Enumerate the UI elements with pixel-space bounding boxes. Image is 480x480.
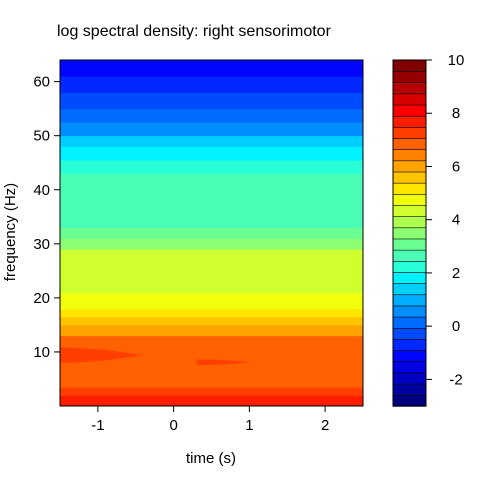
heatmap-band	[60, 92, 363, 110]
colorbar-level	[392, 271, 427, 284]
plot-border	[59, 59, 364, 407]
heatmap-band	[60, 249, 363, 293]
colorbar-level	[392, 238, 427, 251]
colorbar-level	[392, 215, 427, 229]
heatmap-lobe	[196, 359, 250, 365]
colorbar-border	[392, 59, 427, 407]
colorbar-level	[392, 171, 427, 184]
colorbar-level	[392, 305, 427, 318]
colorbar-level	[392, 137, 427, 150]
heatmap-band	[60, 316, 363, 326]
colorbar-level	[392, 182, 427, 195]
colorbar-axis: -2 0 2 4 6 8 10	[426, 52, 464, 388]
heatmap-lobe	[60, 347, 144, 363]
colorbar-tick-label: 2	[452, 265, 460, 282]
colorbar-level	[392, 282, 427, 296]
colorbar-tick-label: 0	[452, 318, 460, 335]
colorbar-level	[392, 126, 427, 139]
x-tick-label: 1	[245, 417, 253, 434]
colorbar-level	[392, 361, 427, 374]
colorbar-level	[392, 327, 427, 340]
heatmap-band	[60, 387, 363, 396]
colorbar-level	[392, 115, 427, 128]
colorbar-level	[392, 204, 427, 217]
heatmap-band	[60, 292, 363, 310]
x-tick-label: -1	[91, 417, 104, 434]
heatmap-band	[60, 160, 363, 175]
y-tick-label: 60	[33, 74, 50, 91]
colorbar-level	[392, 249, 427, 262]
heatmap-band	[60, 324, 363, 337]
colorbar-level	[392, 70, 427, 84]
x-axis: -1 0 1 2	[91, 406, 329, 434]
colorbar-level	[392, 349, 427, 363]
colorbar-level	[392, 394, 427, 407]
colorbar-level	[392, 82, 427, 95]
heatmap-band	[60, 146, 363, 161]
y-tick-label: 50	[33, 128, 50, 145]
colorbar-level	[392, 193, 427, 206]
y-axis-label: frequency (Hz)	[2, 183, 19, 281]
plot-area	[59, 59, 364, 407]
y-tick-label: 40	[33, 182, 50, 199]
y-tick-label: 20	[33, 290, 50, 307]
colorbar-level	[392, 316, 427, 329]
heatmap-band	[60, 108, 363, 123]
colorbar-level	[392, 260, 427, 273]
heatmap-band	[60, 122, 363, 137]
x-axis-label: time (s)	[186, 450, 236, 467]
heatmap-band	[60, 173, 363, 229]
colorbar-level	[392, 372, 427, 385]
colorbar-tick-label: 4	[452, 212, 460, 229]
colorbar-tick-label: 6	[452, 158, 460, 175]
heatmap-band	[60, 238, 363, 250]
y-tick-label: 30	[33, 236, 50, 253]
colorbar-level	[392, 338, 427, 351]
colorbar-tick-label: 10	[448, 52, 465, 69]
colorbar-level	[392, 227, 427, 240]
heatmap-band	[60, 60, 363, 77]
heatmap-band	[60, 395, 363, 407]
chart-title: log spectral density: right sensorimotor	[57, 23, 332, 40]
colorbar-level	[392, 59, 427, 72]
x-tick-label: 0	[169, 417, 177, 434]
colorbar-level	[392, 148, 427, 162]
colorbar	[392, 59, 427, 407]
heatmap-band	[60, 308, 363, 318]
colorbar-level	[392, 160, 427, 173]
colorbar-level	[392, 93, 427, 106]
colorbar-tick-label: -2	[449, 371, 462, 388]
y-tick-label: 10	[33, 344, 50, 361]
x-tick-label: 2	[321, 417, 329, 434]
colorbar-level	[392, 383, 427, 396]
colorbar-level	[392, 294, 427, 307]
y-axis: 10 20 30 40 50 60	[33, 74, 60, 361]
colorbar-tick-label: 8	[452, 105, 460, 122]
colorbar-level	[392, 104, 427, 117]
heatmap-band	[60, 135, 363, 147]
heatmap-band	[60, 373, 363, 388]
heatmap-band	[60, 76, 363, 93]
heatmap-band	[60, 227, 363, 239]
